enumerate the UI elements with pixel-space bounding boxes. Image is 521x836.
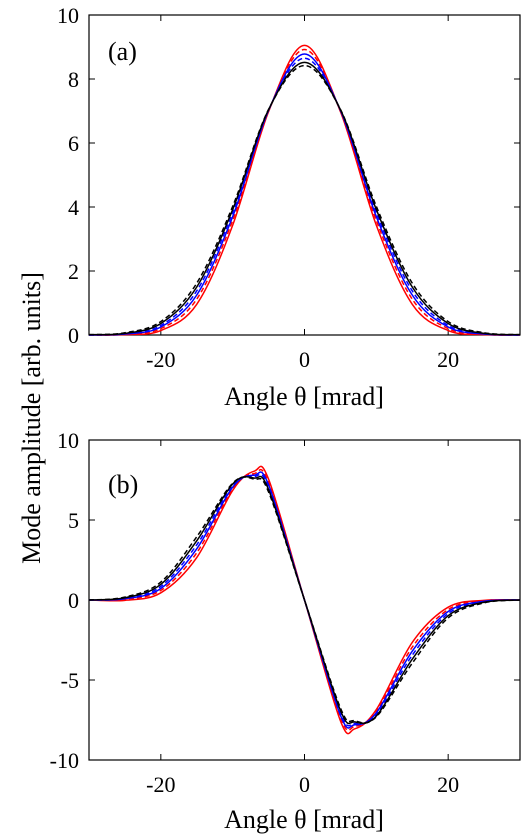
y-tick-label: 6 [68, 131, 79, 156]
series-line-solid-0 [88, 44, 521, 336]
x-tick-label: 0 [299, 772, 310, 797]
panel-a-series [88, 44, 521, 336]
panel-a-x-axis-title: Angle θ [mrad] [224, 382, 384, 411]
panel-b-x-axis-title: Angle θ [mrad] [224, 805, 384, 834]
y-tick-label: 2 [68, 259, 79, 284]
x-tick-label: 20 [437, 347, 459, 372]
panel-a-label: (a) [108, 37, 137, 66]
panel-b-ticks: -20 0 20 -10 -5 0 5 10 [50, 428, 520, 797]
series-line-solid-4 [88, 61, 521, 336]
y-tick-label: -5 [61, 668, 79, 693]
panel-b: -20 0 20 -10 -5 0 5 10 (b) Angle θ [mrad] [50, 428, 521, 834]
series-line-dashed-5 [88, 476, 521, 724]
series-line-solid-4 [88, 475, 521, 725]
y-tick-label: 0 [68, 323, 79, 348]
y-tick-label: 8 [68, 67, 79, 92]
y-tick-label: 4 [68, 195, 79, 220]
y-tick-label: 5 [68, 508, 79, 533]
x-tick-label: -20 [146, 772, 175, 797]
y-axis-title: Mode amplitude [arb. units] [17, 272, 46, 564]
y-tick-label: -10 [50, 748, 79, 773]
x-tick-label: -20 [146, 347, 175, 372]
series-line-dashed-1 [88, 48, 521, 336]
y-tick-label: 0 [68, 588, 79, 613]
panel-b-label: (b) [108, 470, 138, 499]
x-tick-label: 20 [437, 772, 459, 797]
series-line-solid-2 [88, 53, 521, 336]
panel-b-series [88, 465, 521, 735]
y-tick-label: 10 [57, 3, 79, 28]
y-tick-label: 10 [57, 428, 79, 453]
panel-a: -20 0 20 0 2 4 6 8 10 (a) Angle θ [mrad] [57, 3, 521, 411]
x-tick-label: 0 [299, 347, 310, 372]
series-line-dashed-5 [88, 64, 521, 336]
series-line-dashed-3 [88, 57, 521, 336]
